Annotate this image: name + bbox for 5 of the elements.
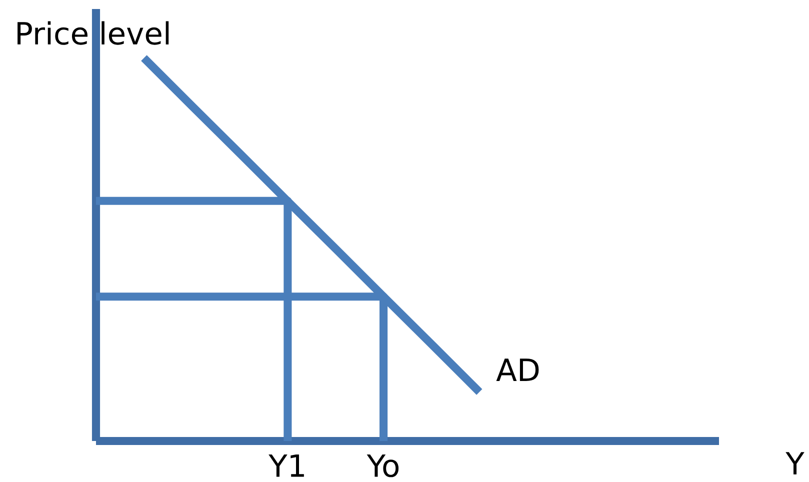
series-label: AD xyxy=(496,358,539,381)
x-tick-label: Y1 xyxy=(268,454,304,477)
y-axis-title: Price level xyxy=(18,21,169,45)
x-tick-label: Yo xyxy=(366,454,399,478)
x-axis-title: Y xyxy=(786,452,804,474)
